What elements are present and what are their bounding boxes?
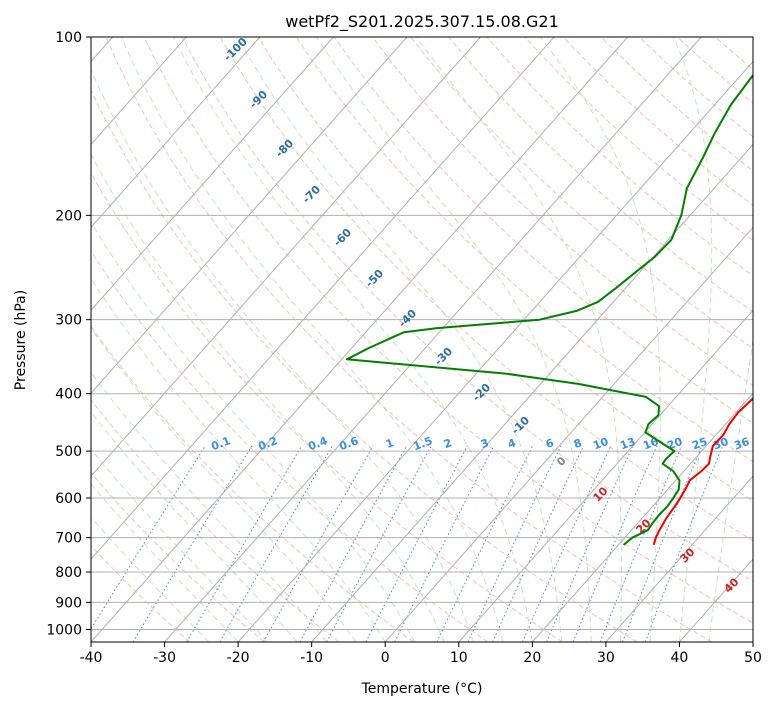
y-tick-label: 400 (55, 387, 82, 403)
isotherm-line (91, 37, 408, 394)
mixing-ratio-label: 1 (384, 436, 396, 451)
mixing-ratio-label: 3 (479, 436, 491, 451)
background-lines (91, 37, 753, 642)
mixing-ratio-label: 4 (506, 436, 518, 451)
moist-adiabat-line (91, 68, 474, 642)
mixing-ratio-label: 0.2 (256, 434, 279, 453)
x-tick-label: -20 (227, 650, 250, 666)
x-tick-label: -10 (300, 650, 323, 666)
moist-adiabat-line (173, 37, 533, 642)
moist-adiabat-line (91, 327, 357, 642)
mixing-ratio-label: 36 (732, 435, 751, 453)
dry-adiabat-line (91, 171, 563, 642)
isotherm-line (164, 37, 702, 642)
moist-adiabat-line (91, 152, 445, 642)
moist-adiabat-line (673, 37, 713, 642)
x-tick-label: 20 (523, 650, 541, 666)
plot-frame (90, 36, 754, 643)
x-tick-label: 10 (450, 650, 468, 666)
mixing-ratio-line (91, 445, 206, 630)
mixing-ratio-label: 0.4 (306, 434, 329, 453)
isotherm-line (384, 226, 753, 642)
y-tick-label: 900 (55, 595, 82, 611)
y-axis-label: Pressure (hPa) (13, 290, 29, 390)
sounding-profiles (345, 73, 753, 546)
mixing-ratio-label: 0.1 (209, 434, 232, 453)
moist-adiabat-line (120, 37, 504, 642)
mixing-ratio-label: 10 (591, 435, 610, 453)
dry-adiabat-line (143, 37, 753, 624)
moist-adiabat-line (91, 483, 239, 642)
mixing-ratio-line (186, 445, 303, 642)
x-axis-label: Temperature (°C) (361, 681, 483, 697)
mixing-ratio-line (572, 445, 658, 642)
dry-adiabat-line (91, 399, 340, 642)
moist-adiabat-line (415, 37, 622, 642)
moist-adiabat-line (316, 37, 592, 642)
y-tick-label: 500 (55, 444, 82, 460)
y-tick-label: 600 (55, 491, 82, 507)
dry-adiabat-line (372, 37, 753, 387)
x-tick-label: 40 (671, 650, 689, 666)
x-tick-label: -30 (153, 650, 176, 666)
dry-adiabat-line (91, 89, 638, 642)
mixing-ratio-line (546, 445, 634, 642)
isotherm-line (91, 37, 261, 229)
isotherm-line (458, 309, 753, 642)
mixing-ratio-line (394, 445, 495, 642)
mixing-ratio-label: 13 (618, 435, 637, 452)
chart-title: wetPf2_S201.2025.307.15.08.G21 (285, 12, 559, 32)
temperature-profile-line (652, 396, 753, 546)
dry-adiabat-line (295, 37, 753, 463)
mixing-ratio-line (644, 445, 724, 642)
moist-adiabat-line (91, 448, 268, 642)
y-tick-label: 800 (55, 565, 82, 581)
y-tick-label: 700 (55, 531, 82, 547)
y-tick-label: 100 (55, 30, 82, 46)
axes: -40 -30 -20 -10 0 10 20 30 40 5010020030040050060… (46, 30, 762, 666)
moist-adiabat-line (91, 516, 210, 642)
dry-adiabat-line (105, 37, 713, 642)
y-tick-label: 1000 (46, 622, 82, 638)
x-tick-label: 50 (744, 650, 762, 666)
isotherm-line (311, 143, 753, 642)
isotherm-line (91, 37, 629, 642)
moist-adiabat-line (91, 278, 386, 642)
moist-adiabat-line (708, 336, 753, 642)
mixing-ratio-label: 25 (690, 435, 709, 452)
isotherm-line (531, 392, 753, 642)
mixing-ratio-label: 6 (544, 436, 556, 451)
isotherm-line (605, 475, 753, 642)
mixing-ratio-label: 0.6 (337, 434, 360, 453)
dry-adiabat-line (257, 37, 753, 502)
dry-adiabat-line (91, 472, 265, 642)
mixing-ratio-label: 1.5 (411, 434, 434, 453)
isotherm-line (237, 60, 753, 642)
dry-adiabat-line (91, 250, 489, 642)
mixing-ratio-label: 30 (711, 435, 730, 453)
mixing-ratio-line (436, 445, 533, 642)
x-tick-label: 30 (597, 650, 615, 666)
isotherm-line (91, 37, 481, 477)
mixing-ratio-line (132, 445, 253, 642)
dry-adiabat-line (181, 37, 753, 582)
isotherm-line (91, 37, 555, 560)
mixing-ratio-line (263, 445, 374, 642)
x-tick-label: -40 (80, 650, 103, 666)
moist-adiabat-line (540, 37, 661, 642)
y-tick-label: 300 (55, 313, 82, 329)
moist-adiabat-line (237, 37, 563, 642)
mixing-ratio-label: 8 (572, 436, 584, 451)
dry-adiabat-line (219, 37, 753, 542)
isotherm-line (91, 37, 334, 312)
isotherm-line (91, 37, 187, 146)
mixing-ratio-label: 2 (442, 436, 454, 451)
x-tick-label: 0 (381, 650, 390, 666)
dewpoint-profile-line (345, 73, 753, 546)
y-tick-label: 200 (55, 208, 82, 224)
